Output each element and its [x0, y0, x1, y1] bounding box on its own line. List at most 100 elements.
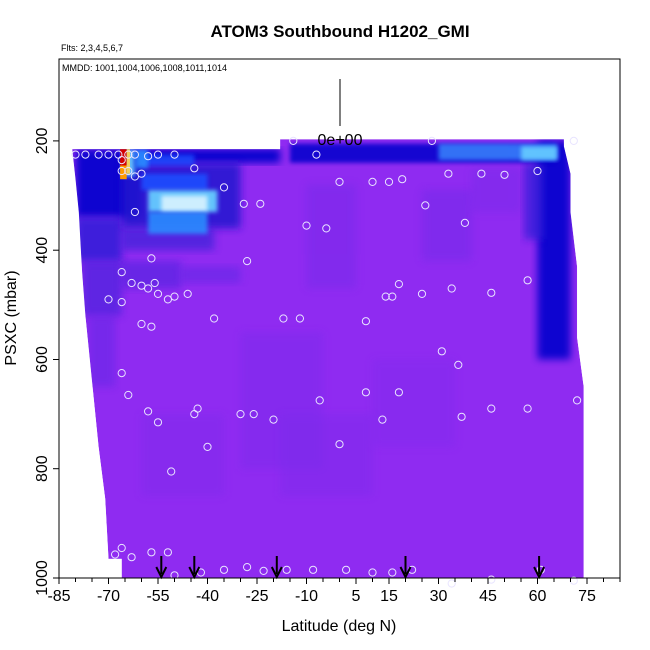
flight-arrow-head — [533, 566, 545, 580]
observation-point — [309, 565, 318, 574]
y-tick-label: 800 — [34, 455, 51, 482]
x-tick-label: 45 — [479, 588, 497, 605]
x-tick-label: -55 — [146, 588, 169, 605]
observation-point — [335, 440, 344, 449]
y-tick-label: 600 — [34, 346, 51, 373]
observation-point — [394, 388, 403, 397]
observation-point — [153, 150, 163, 159]
observation-point — [477, 169, 486, 178]
observation-point — [137, 169, 146, 178]
field-patch — [524, 162, 545, 240]
observation-point — [239, 199, 248, 208]
field-patch — [141, 414, 224, 496]
observation-point — [460, 218, 469, 227]
observation-point — [342, 565, 351, 574]
observation-point — [153, 289, 163, 298]
observation-point — [111, 550, 120, 559]
observation-point — [183, 289, 192, 298]
observation-point — [203, 442, 212, 451]
x-tick-label: -70 — [97, 588, 120, 605]
flight-arrow-head — [399, 566, 412, 580]
field-band — [148, 212, 208, 234]
field-patch — [280, 414, 373, 496]
observation-point — [384, 177, 394, 186]
colorbar-label: 0e+00 — [318, 132, 363, 149]
observation-point — [427, 136, 436, 145]
x-tick-label: 5 — [352, 588, 361, 605]
observation-point — [243, 563, 252, 572]
observation-point — [124, 390, 133, 400]
observation-point — [147, 322, 156, 331]
flight-arrow — [188, 556, 201, 580]
observation-point — [193, 404, 202, 413]
observation-point — [394, 280, 403, 289]
heatmap-field — [72, 139, 584, 578]
field-patch — [471, 168, 521, 212]
observation-point — [417, 289, 427, 298]
x-axis-label: Latitude (deg N) — [282, 618, 397, 635]
field-patch — [422, 190, 472, 262]
observation-point — [454, 360, 463, 369]
observation-point — [117, 543, 126, 553]
observation-point — [124, 166, 133, 176]
field-band — [141, 154, 195, 166]
flight-arrow-head — [155, 566, 168, 580]
x-tick-label: -85 — [47, 588, 70, 605]
observation-point — [163, 548, 172, 557]
y-axis-label: PSXC (mbar) — [3, 270, 20, 365]
observation-point — [487, 288, 496, 297]
observation-point — [437, 347, 446, 356]
observation-point — [170, 150, 179, 159]
observation-point — [335, 177, 344, 186]
observation-point — [130, 207, 139, 217]
flight-arrow-head — [270, 566, 283, 580]
observation-point — [144, 152, 153, 161]
x-tick-label: 75 — [578, 588, 596, 605]
observation-point — [378, 415, 387, 424]
observation-point — [388, 292, 397, 301]
field-band — [161, 195, 208, 212]
dates-subtitle: MMDD: 1001,1004,1006,1008,1011,1014 — [62, 63, 227, 73]
field-band — [141, 173, 208, 191]
observation-point — [523, 276, 532, 285]
observation-point — [447, 579, 456, 588]
observation-point — [147, 548, 156, 557]
flight-arrow — [270, 556, 283, 580]
observation-point — [153, 418, 163, 427]
observation-point — [81, 150, 90, 159]
observation-point — [117, 268, 126, 277]
observation-point — [368, 177, 377, 186]
observation-point — [259, 566, 268, 576]
flight-arrows — [155, 556, 545, 580]
observation-point — [256, 199, 265, 208]
heatmap-region — [72, 139, 584, 578]
observation-markers — [71, 136, 582, 588]
observation-point — [104, 150, 113, 159]
field-hotspot — [126, 149, 130, 174]
y-axis: 200 400 600 800 1000 — [34, 127, 59, 596]
observation-point — [243, 257, 252, 266]
observation-point — [236, 410, 245, 419]
y-tick-label: 200 — [34, 127, 51, 154]
observation-point — [219, 183, 229, 192]
y-tick-label: 400 — [34, 237, 51, 264]
observation-point — [523, 404, 532, 413]
flight-arrow — [155, 556, 168, 580]
observation-point — [569, 136, 578, 145]
observation-point — [315, 396, 324, 405]
observation-point — [269, 415, 278, 424]
observation-point — [104, 295, 113, 304]
observation-point — [150, 278, 159, 288]
observation-point — [94, 150, 103, 159]
x-tick-label: -10 — [295, 588, 318, 605]
observation-point — [289, 136, 298, 145]
observation-point — [302, 221, 311, 230]
observation-point — [447, 284, 456, 293]
field-patch — [181, 266, 241, 283]
observation-point — [147, 254, 156, 263]
observation-point — [361, 317, 370, 326]
field-patch — [82, 261, 122, 316]
observation-point — [210, 314, 219, 323]
observation-point — [170, 292, 179, 301]
observation-point — [361, 388, 370, 397]
